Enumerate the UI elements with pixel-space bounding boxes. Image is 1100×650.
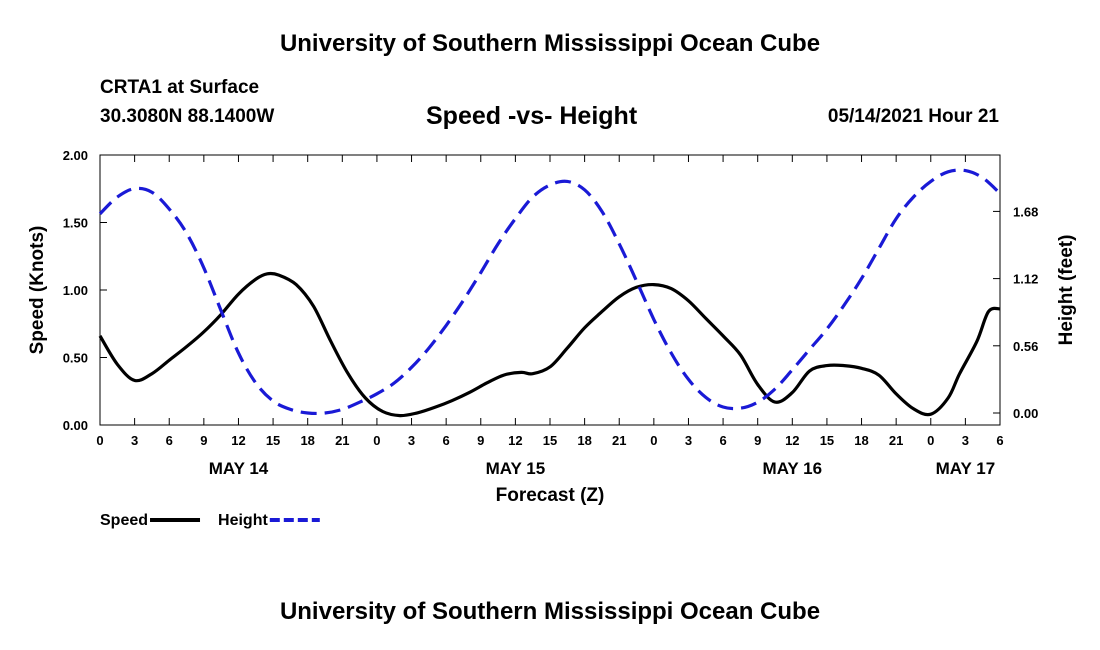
left-y-axis-label: Speed (Knots) xyxy=(27,226,48,355)
left-y-tick-label: 1.50 xyxy=(63,216,88,231)
x-tick-label: 21 xyxy=(612,433,626,448)
legend-label-height: Height xyxy=(218,512,268,529)
left-y-tick-label: 1.00 xyxy=(63,283,88,298)
coordinates-label: 30.3080N 88.1400W xyxy=(100,106,275,127)
x-tick-label: 6 xyxy=(719,433,726,448)
x-tick-label: 3 xyxy=(131,433,138,448)
x-tick-label: 9 xyxy=(754,433,761,448)
x-tick-label: 9 xyxy=(200,433,207,448)
x-tick-label: 6 xyxy=(166,433,173,448)
x-tick-label: 0 xyxy=(650,433,657,448)
x-axis-label: Forecast (Z) xyxy=(496,485,605,506)
x-tick-label: 6 xyxy=(443,433,450,448)
right-y-tick-label: 1.68 xyxy=(1013,204,1038,219)
x-tick-label: 0 xyxy=(373,433,380,448)
date-label: MAY 14 xyxy=(209,459,269,478)
x-tick-label: 18 xyxy=(577,433,591,448)
left-y-tick-label: 2.00 xyxy=(63,148,88,163)
x-tick-label: 12 xyxy=(785,433,799,448)
x-tick-label: 15 xyxy=(266,433,280,448)
series-line-height xyxy=(98,168,1002,416)
date-label: MAY 17 xyxy=(936,459,996,478)
footer-title: University of Southern Mississippi Ocean… xyxy=(279,598,821,625)
page-title: University of Southern Mississippi Ocean… xyxy=(279,30,821,57)
x-tick-label: 21 xyxy=(889,433,903,448)
x-tick-label: 12 xyxy=(508,433,522,448)
x-tick-label: 12 xyxy=(231,433,245,448)
date-label: MAY 15 xyxy=(486,459,546,478)
series-line-speed xyxy=(98,271,1001,418)
right-y-tick-label: 1.12 xyxy=(1013,272,1038,287)
x-tick-label: 18 xyxy=(300,433,314,448)
x-tick-label: 15 xyxy=(820,433,834,448)
x-tick-label: 9 xyxy=(477,433,484,448)
legend-label-speed: Speed xyxy=(100,512,148,529)
right-y-tick-label: 0.00 xyxy=(1013,406,1038,421)
left-y-tick-label: 0.00 xyxy=(63,418,88,433)
forecast-datetime: 05/14/2021 Hour 21 xyxy=(827,106,999,127)
right-y-tick-label: 0.56 xyxy=(1013,339,1038,354)
station-label: CRTA1 at Surface xyxy=(100,77,260,98)
left-y-tick-label: 0.50 xyxy=(63,351,88,366)
chart-title: Speed -vs- Height xyxy=(426,102,638,130)
x-tick-label: 21 xyxy=(335,433,349,448)
plot-frame xyxy=(99,154,1001,426)
x-tick-label: 18 xyxy=(854,433,868,448)
x-tick-label: 3 xyxy=(408,433,415,448)
x-tick-label: 3 xyxy=(962,433,969,448)
x-tick-label: 0 xyxy=(96,433,103,448)
date-label: MAY 16 xyxy=(763,459,823,478)
x-tick-label: 15 xyxy=(543,433,557,448)
x-tick-label: 0 xyxy=(927,433,934,448)
x-tick-label: 6 xyxy=(996,433,1003,448)
right-y-axis-label: Height (feet) xyxy=(1056,235,1077,346)
x-tick-label: 3 xyxy=(685,433,692,448)
